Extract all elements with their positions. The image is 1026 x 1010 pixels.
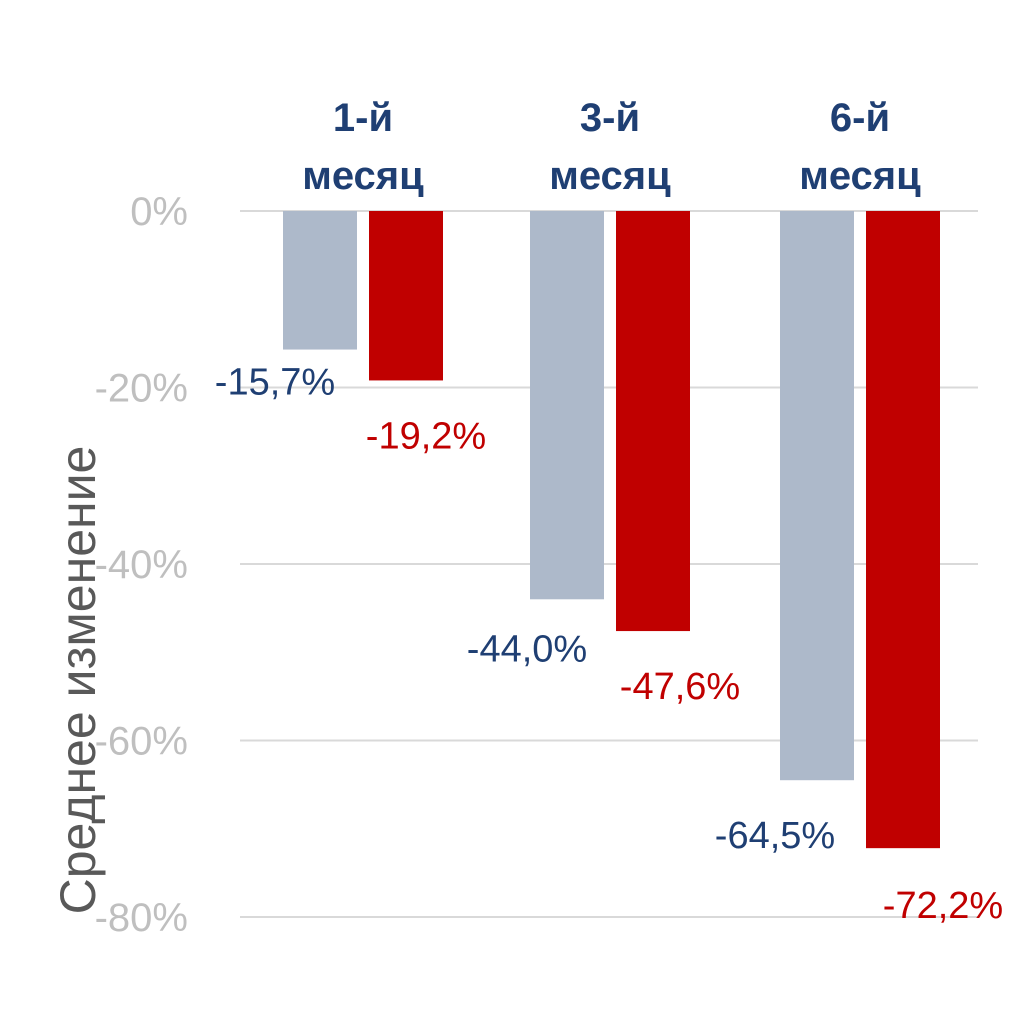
bar	[866, 211, 940, 849]
y-tick-labels: 0% -20% -40% -60% -80%	[95, 190, 188, 940]
y-tick-label: -80%	[95, 896, 188, 940]
category-label: 1-й месяц	[302, 96, 424, 198]
y-tick-label: 0%	[130, 190, 188, 234]
data-labels: -15,7% -19,2% -44,0% -47,6% -64,5% -72,2%	[215, 362, 1003, 928]
y-tick-label: -40%	[95, 543, 188, 587]
bar	[283, 211, 357, 350]
bar	[780, 211, 854, 781]
data-label: -44,0%	[467, 628, 587, 670]
data-label: -15,7%	[215, 362, 335, 404]
gridlines	[240, 210, 978, 918]
data-label: -19,2%	[366, 415, 486, 457]
data-label: -64,5%	[715, 815, 835, 857]
category-labels: 1-й месяц 3-й месяц 6-й месяц	[302, 96, 921, 198]
y-axis-title: Среднее изменение	[50, 446, 106, 915]
data-label: -47,6%	[620, 666, 740, 708]
y-tick-label: -20%	[95, 367, 188, 411]
data-label: -72,2%	[883, 885, 1003, 927]
bars	[283, 211, 940, 849]
bar	[530, 211, 604, 600]
category-label: 6-й месяц	[799, 96, 921, 198]
bar	[369, 211, 443, 381]
y-tick-label: -60%	[95, 720, 188, 764]
bar	[616, 211, 690, 632]
category-label: 3-й месяц	[549, 96, 671, 198]
